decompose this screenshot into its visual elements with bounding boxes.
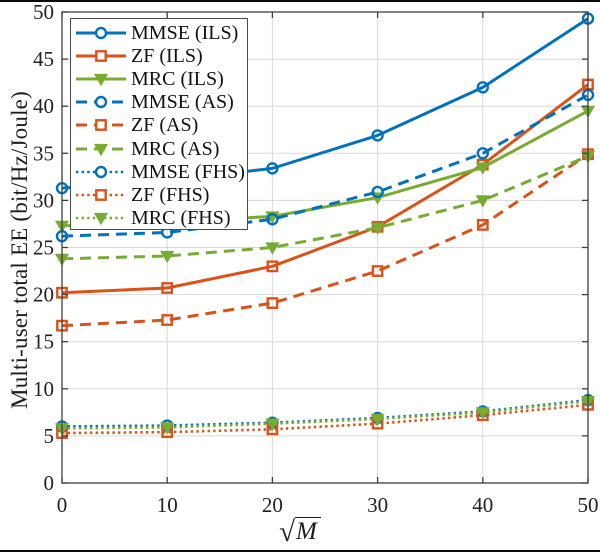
square-marker-icon (476, 218, 489, 231)
circle-marker-icon (94, 165, 108, 178)
circle-marker-icon (94, 26, 108, 39)
legend-line-sample (76, 143, 126, 156)
circle-marker-icon (476, 81, 489, 94)
legend-label: MRC (AS) (131, 137, 220, 160)
y-tick-label: 45 (33, 47, 54, 71)
series-line-zf-ils (61, 83, 589, 295)
legend-label: ZF (FHS) (131, 183, 210, 206)
triangle-marker-icon (370, 222, 385, 235)
circle-marker-icon (371, 185, 384, 199)
triangle-marker-icon (475, 162, 490, 175)
legend-item: ZF (ILS) (74, 44, 247, 67)
y-tick-label: 20 (33, 283, 54, 307)
legend-item: MMSE (FHS) (74, 160, 247, 183)
y-tick-label: 30 (33, 188, 54, 212)
square-marker-icon (95, 119, 107, 132)
series-line-zf-fhs (61, 403, 589, 435)
x-tick-label: 30 (367, 493, 388, 517)
legend-label: ZF (ILS) (131, 44, 203, 67)
legend-line-sample (76, 119, 126, 132)
legend-label: MRC (FHS) (131, 207, 231, 230)
series-line-mmse-fhs (61, 398, 589, 428)
triangle-marker-icon (475, 407, 490, 420)
legend-line-sample (76, 73, 126, 87)
legend-label: MRC (ILS) (131, 67, 224, 90)
square-marker-icon (161, 314, 174, 326)
triangle-marker-icon (160, 250, 175, 264)
circle-marker-icon (371, 129, 384, 142)
x-tick-label: 10 (157, 493, 178, 517)
triangle-marker-icon (160, 422, 175, 435)
square-marker-icon (371, 265, 384, 277)
legend-item: MRC (AS) (74, 137, 247, 160)
square-marker-icon (95, 189, 107, 201)
triangle-marker-icon (265, 418, 280, 431)
square-marker-icon (266, 297, 279, 309)
x-tick-label: 20 (262, 493, 283, 517)
x-tick-label: 50 (578, 493, 599, 517)
legend-item: ZF (FHS) (74, 183, 247, 206)
triangle-marker-icon (93, 143, 109, 156)
legend-line-sample (76, 189, 126, 201)
circle-marker-icon (476, 147, 489, 160)
legend-line-sample (76, 26, 126, 39)
legend: MMSE (ILS) ZF (ILS) MRC (ILS) MMSE (AS) ZF (… (70, 18, 248, 230)
circle-marker-icon (266, 213, 279, 226)
square-marker-icon (95, 49, 107, 62)
y-tick-label: 50 (33, 0, 54, 24)
y-tick-label: 0 (44, 471, 55, 495)
circle-marker-icon (266, 162, 279, 175)
legend-line-sample (76, 212, 126, 226)
y-tick-label: 40 (33, 94, 54, 118)
series-line-mrc-fhs (61, 399, 589, 430)
legend-item: ZF (AS) (74, 114, 247, 137)
triangle-marker-icon (93, 73, 109, 87)
y-tick-label: 10 (33, 377, 54, 401)
legend-label: ZF (AS) (131, 114, 199, 137)
legend-item: MMSE (ILS) (74, 21, 247, 44)
legend-item: MRC (ILS) (74, 67, 247, 90)
legend-line-sample (76, 95, 126, 109)
legend-label: MMSE (AS) (131, 91, 234, 114)
figure-bottom-border (0, 550, 600, 552)
triangle-marker-icon (370, 413, 385, 427)
x-axis-label: √M (0, 514, 600, 548)
legend-label: MMSE (FHS) (131, 160, 245, 183)
y-tick-label: 35 (33, 141, 54, 165)
figure-top-border (0, 0, 600, 2)
series-line-mmse-as (61, 93, 589, 238)
series-line-zf-as (61, 152, 589, 328)
legend-line-sample (76, 165, 126, 178)
square-marker-icon (161, 282, 174, 294)
triangle-marker-icon (93, 212, 109, 226)
y-axis-label: Multi-user total EE (bit/Hz/Joule) (7, 91, 32, 409)
legend-label: MMSE (ILS) (131, 21, 239, 44)
y-tick-label: 25 (33, 236, 54, 260)
x-tick-label: 40 (472, 493, 493, 517)
legend-line-sample (76, 49, 126, 62)
triangle-marker-icon (265, 242, 280, 255)
sqrt-radical-symbol: √ (279, 516, 296, 548)
circle-marker-icon (94, 95, 108, 109)
y-tick-label: 15 (33, 330, 54, 354)
sqrt-argument: M (295, 517, 321, 545)
square-marker-icon (266, 260, 279, 273)
legend-item: MRC (FHS) (74, 207, 247, 230)
y-tick-label: 5 (44, 424, 55, 448)
legend-item: MMSE (AS) (74, 91, 247, 114)
x-tick-label: 0 (57, 493, 68, 517)
triangle-marker-icon (475, 195, 490, 208)
